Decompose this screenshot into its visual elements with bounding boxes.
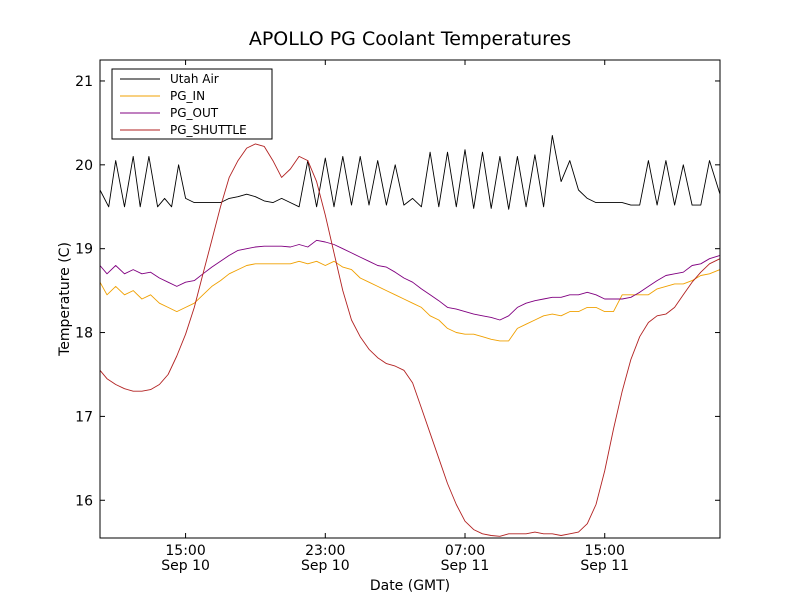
x-tick-date-label: Sep 11 <box>580 558 629 574</box>
chart-title: APOLLO PG Coolant Temperatures <box>249 28 571 50</box>
x-tick-label: 15:00 <box>585 543 625 559</box>
legend-label: PG_OUT <box>170 106 219 120</box>
legend-label: PG_SHUTTLE <box>170 123 247 137</box>
series-line-pg-out <box>99 239 721 321</box>
legend-label: PG_IN <box>170 89 205 103</box>
y-tick-label: 17 <box>75 409 93 425</box>
y-tick-label: 16 <box>75 493 93 509</box>
x-tick-date-label: Sep 10 <box>301 558 350 574</box>
legend-box <box>111 68 273 140</box>
series-line-pg-in <box>99 260 721 342</box>
series-line-pg-shuttle <box>99 143 721 537</box>
x-tick-date-label: Sep 10 <box>161 558 210 574</box>
y-tick-label: 21 <box>75 74 93 90</box>
x-axis-label: Date (GMT) <box>370 578 450 594</box>
x-tick-label: 15:00 <box>165 543 205 559</box>
legend: Utah Air PG_IN PG_OUT PG_SHUTTLE <box>111 68 273 140</box>
x-tick-label: 07:00 <box>445 543 485 559</box>
legend-label: Utah Air <box>170 72 219 86</box>
plot-frame <box>99 59 721 539</box>
y-axis-label: Temperature (C) <box>57 242 73 357</box>
y-tick-label: 18 <box>75 326 93 342</box>
y-tick-label: 20 <box>75 158 93 174</box>
y-axis: 16 17 18 19 20 21 <box>75 74 720 509</box>
series-line-utah-air <box>99 135 721 210</box>
x-tick-label: 23:00 <box>305 543 345 559</box>
y-tick-label: 19 <box>75 242 93 258</box>
plot-lines <box>99 135 721 537</box>
x-tick-date-label: Sep 11 <box>441 558 490 574</box>
